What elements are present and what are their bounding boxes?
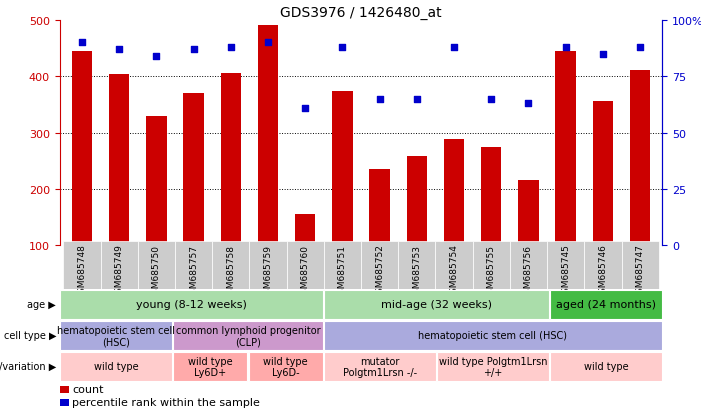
- Text: GSM685753: GSM685753: [412, 244, 421, 299]
- Bar: [332, 92, 353, 246]
- Bar: [221, 74, 241, 246]
- Text: cell type ▶: cell type ▶: [4, 330, 56, 341]
- Text: hematopoietic stem cell (HSC): hematopoietic stem cell (HSC): [418, 330, 567, 341]
- Text: GSM685752: GSM685752: [375, 244, 384, 299]
- Text: mid-age (32 weeks): mid-age (32 weeks): [381, 299, 492, 310]
- Bar: [137, 242, 175, 289]
- Point: [449, 44, 460, 51]
- Bar: [398, 242, 435, 289]
- Bar: [60, 352, 172, 381]
- Text: GSM685756: GSM685756: [524, 244, 533, 299]
- Text: GSM685759: GSM685759: [264, 244, 273, 299]
- Point: [411, 96, 423, 103]
- Bar: [212, 242, 250, 289]
- Bar: [324, 321, 662, 350]
- Bar: [444, 140, 464, 246]
- Bar: [550, 352, 662, 381]
- Point: [523, 101, 534, 107]
- Point: [634, 44, 646, 51]
- Bar: [472, 242, 510, 289]
- Point: [299, 105, 311, 112]
- Bar: [109, 75, 130, 246]
- Point: [262, 40, 273, 46]
- Text: count: count: [72, 385, 104, 394]
- Text: common lymphoid progenitor
(CLP): common lymphoid progenitor (CLP): [176, 325, 320, 347]
- Text: hematopoietic stem cell
(HSC): hematopoietic stem cell (HSC): [57, 325, 175, 347]
- Text: wild type: wild type: [94, 361, 138, 372]
- Text: wild type Polgtm1Lrsn
+/+: wild type Polgtm1Lrsn +/+: [439, 356, 547, 377]
- Point: [336, 44, 348, 51]
- Point: [560, 44, 571, 51]
- Bar: [592, 102, 613, 246]
- Point: [188, 47, 199, 53]
- Text: GSM685757: GSM685757: [189, 244, 198, 299]
- Text: GSM685758: GSM685758: [226, 244, 236, 299]
- Bar: [146, 116, 167, 246]
- Text: wild type
Ly6D+: wild type Ly6D+: [188, 356, 233, 377]
- Bar: [324, 290, 549, 319]
- Bar: [72, 52, 92, 246]
- Point: [76, 40, 88, 46]
- Bar: [550, 290, 662, 319]
- Bar: [63, 242, 100, 289]
- Bar: [435, 242, 472, 289]
- Bar: [630, 71, 651, 246]
- Bar: [510, 242, 547, 289]
- Bar: [175, 242, 212, 289]
- Bar: [60, 399, 69, 406]
- Bar: [361, 242, 398, 289]
- Bar: [60, 321, 172, 350]
- Bar: [622, 242, 659, 289]
- Text: wild type
Ly6D-: wild type Ly6D-: [264, 356, 308, 377]
- Bar: [324, 352, 435, 381]
- Point: [374, 96, 386, 103]
- Text: GSM685746: GSM685746: [599, 244, 607, 299]
- Bar: [249, 352, 322, 381]
- Text: wild type: wild type: [584, 361, 628, 372]
- Bar: [100, 242, 137, 289]
- Text: GSM685749: GSM685749: [115, 244, 123, 299]
- Bar: [184, 94, 204, 246]
- Bar: [555, 52, 576, 246]
- Text: GSM685760: GSM685760: [301, 244, 310, 299]
- Bar: [585, 242, 622, 289]
- Text: GSM685748: GSM685748: [77, 244, 86, 299]
- Bar: [518, 181, 538, 246]
- Point: [151, 53, 162, 60]
- Point: [597, 51, 608, 58]
- Bar: [258, 26, 278, 246]
- Text: GSM685745: GSM685745: [562, 244, 570, 299]
- Text: GSM685755: GSM685755: [486, 244, 496, 299]
- Bar: [547, 242, 585, 289]
- Text: GSM685751: GSM685751: [338, 244, 347, 299]
- Bar: [295, 215, 315, 246]
- Bar: [369, 170, 390, 246]
- Text: age ▶: age ▶: [27, 299, 56, 310]
- Text: percentile rank within the sample: percentile rank within the sample: [72, 397, 260, 407]
- Bar: [324, 242, 361, 289]
- Point: [225, 44, 236, 51]
- Text: mutator
Polgtm1Lrsn -/-: mutator Polgtm1Lrsn -/-: [343, 356, 417, 377]
- Bar: [250, 242, 287, 289]
- Title: GDS3976 / 1426480_at: GDS3976 / 1426480_at: [280, 6, 442, 20]
- Bar: [60, 386, 69, 393]
- Bar: [407, 157, 427, 246]
- Bar: [481, 147, 501, 246]
- Bar: [437, 352, 549, 381]
- Text: young (8-12 weeks): young (8-12 weeks): [136, 299, 247, 310]
- Text: GSM685750: GSM685750: [152, 244, 161, 299]
- Bar: [287, 242, 324, 289]
- Point: [114, 47, 125, 53]
- Text: aged (24 months): aged (24 months): [556, 299, 656, 310]
- Bar: [60, 290, 322, 319]
- Bar: [173, 352, 247, 381]
- Point: [486, 96, 497, 103]
- Text: genotype/variation ▶: genotype/variation ▶: [0, 361, 56, 372]
- Bar: [173, 321, 322, 350]
- Text: GSM685754: GSM685754: [449, 244, 458, 299]
- Text: GSM685747: GSM685747: [636, 244, 645, 299]
